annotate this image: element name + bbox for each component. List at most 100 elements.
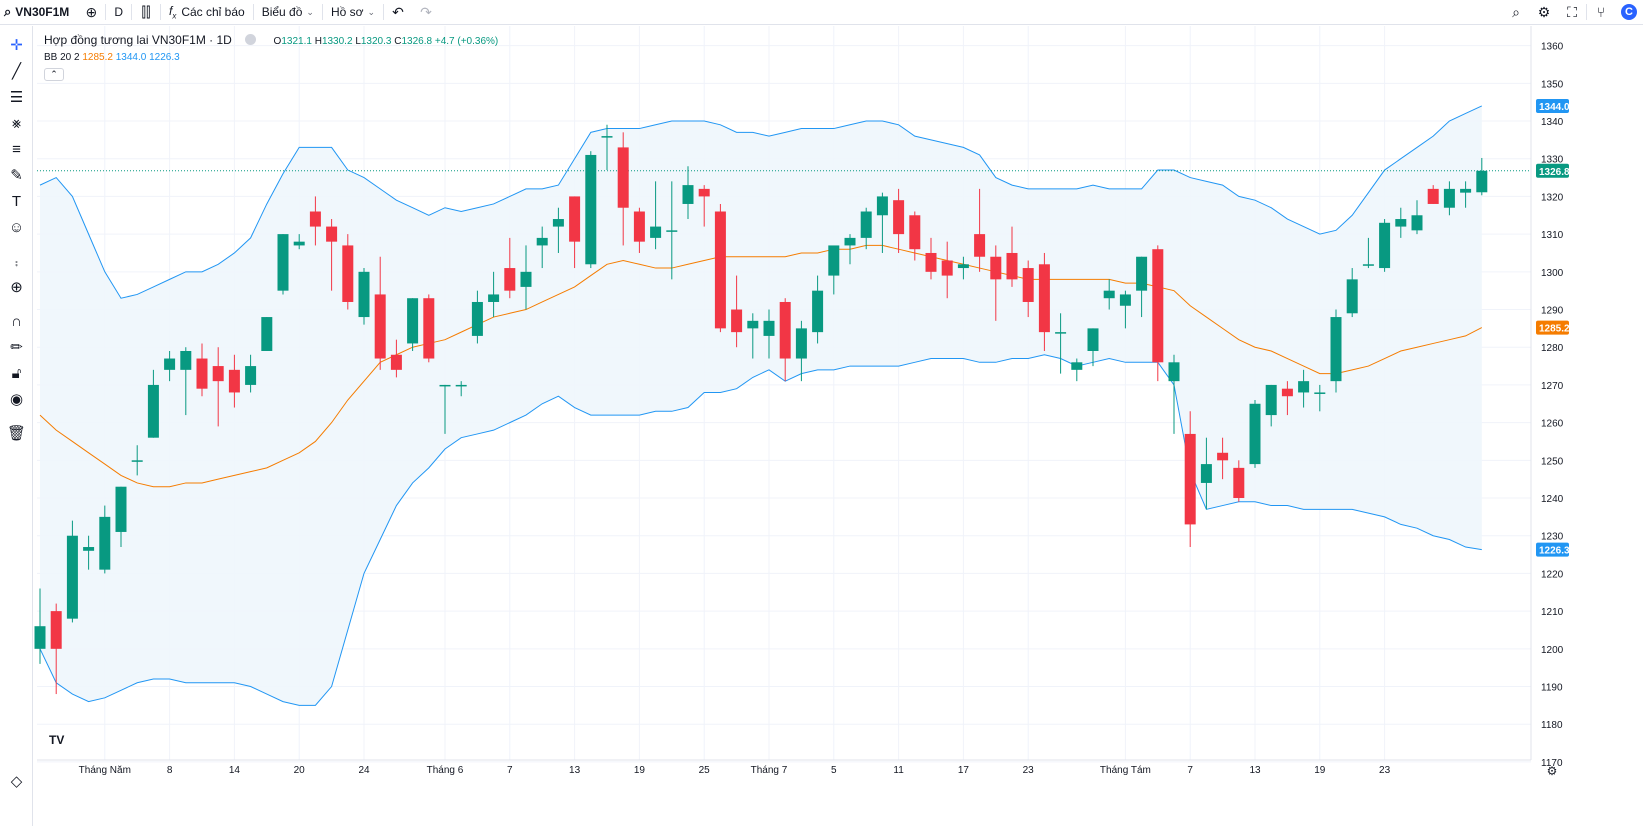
- settings-gear-icon[interactable]: ⚙: [1537, 3, 1551, 20]
- price-tick-label: 1300: [1541, 268, 1564, 279]
- time-tick-label: 13: [569, 765, 581, 776]
- share-icon[interactable]: ⑂: [1596, 4, 1606, 20]
- time-tick-label: 5: [831, 765, 837, 776]
- series-legend[interactable]: Hợp đồng tương lai VN30F1M · 1D O1321.1 …: [44, 33, 498, 47]
- candle-body: [1298, 381, 1310, 393]
- time-tick-label: Tháng Năm: [79, 765, 131, 776]
- chart-menu-button[interactable]: Biểu đồ ⌄: [254, 0, 322, 25]
- time-tick-label: 19: [634, 765, 646, 776]
- price-tick-label: 1220: [1541, 569, 1564, 580]
- price-tick-label: 1290: [1541, 306, 1564, 317]
- candle-body: [941, 260, 953, 276]
- lock-icon[interactable]: 🔓︎: [11, 364, 22, 382]
- ohlc-values: O1321.1 H1330.2 L1320.3 C1326.8 +4.7 (+0…: [274, 36, 499, 47]
- undo-icon[interactable]: ↶: [392, 3, 404, 20]
- quick-search-icon[interactable]: ⌕: [1512, 3, 1520, 20]
- ruler-icon[interactable]: ⨾: [14, 252, 18, 270]
- magnet-icon[interactable]: ∩: [11, 312, 22, 330]
- emoji-icon[interactable]: ☺: [8, 218, 25, 236]
- price-tick-label: 1330: [1541, 155, 1564, 166]
- price-tag-label: 1344.0: [1539, 102, 1570, 113]
- chart-menu-label: Biểu đồ: [261, 5, 303, 19]
- time-axis[interactable]: Tháng Năm 8 14 20 24 Tháng 6 7 13 19 25 Tháng 7 5 11…: [37, 759, 1558, 778]
- price-tick-label: 1270: [1541, 381, 1564, 392]
- price-tag: [1536, 98, 1569, 113]
- brush-icon[interactable]: ✎: [10, 167, 23, 184]
- indicator-legend[interactable]: BB 20 2 1285.2 1344.0 1226.3: [44, 52, 180, 63]
- price-tick-label: 1210: [1541, 607, 1564, 618]
- fullscreen-icon[interactable]: ⛶: [1567, 3, 1577, 20]
- collapse-legend-button[interactable]: ⌃: [44, 68, 64, 81]
- price-tick-label: 1190: [1541, 683, 1563, 694]
- symbol-search[interactable]: ⌕ VN30F1M: [0, 0, 77, 25]
- indicators-button[interactable]: fx Các chỉ báo: [161, 0, 253, 25]
- price-tick-label: 1320: [1541, 192, 1564, 203]
- time-tick-label: 8: [167, 765, 173, 776]
- candle-body: [747, 320, 759, 329]
- candle-body: [633, 211, 645, 242]
- candle-body: [131, 460, 143, 462]
- low-value: 1320.3: [360, 36, 392, 47]
- price-tag-label: 1285.2: [1539, 324, 1570, 335]
- text-tool-icon[interactable]: T: [11, 192, 22, 210]
- drawing-toolbar: ✛ ╱ ☰ ⨳ ≡ ✎ T ☺ ⨾ ⊕ ∩ ✏ 🔓︎ ◉ 🗑︎ ◇: [0, 26, 33, 826]
- lock-drawing-icon[interactable]: ✏: [10, 339, 23, 356]
- toolbar-divider: [321, 4, 323, 20]
- candle-body: [876, 196, 888, 216]
- zoom-in-icon[interactable]: ⊕: [10, 279, 23, 296]
- time-tick-label: 24: [358, 765, 370, 776]
- redo-icon[interactable]: ↷: [420, 3, 432, 20]
- trash-icon[interactable]: 🗑︎: [6, 425, 27, 442]
- time-tick-label: 17: [958, 765, 970, 776]
- candle-body: [1006, 252, 1018, 280]
- price-axis[interactable]: 1170 1180 1190 1200 1210 1220 1230 1240 1250 1260…: [1530, 26, 1643, 769]
- candle-body: [1460, 188, 1472, 193]
- candle-body: [1362, 264, 1374, 266]
- candle-body: [601, 136, 613, 138]
- interval-button[interactable]: D: [114, 5, 123, 19]
- pattern-tool-icon[interactable]: ⨳: [11, 114, 22, 132]
- profile-menu-button[interactable]: Hồ sơ ⌄: [323, 0, 383, 25]
- indicators-label: Các chỉ báo: [181, 5, 245, 19]
- price-tick-label: 1350: [1541, 79, 1564, 90]
- candle-style-icon[interactable]: ⫿⫿: [141, 3, 151, 20]
- axis-settings-gear-icon[interactable]: ⚙: [1547, 764, 1558, 778]
- candle-body: [828, 245, 840, 276]
- candle-body: [1265, 384, 1277, 416]
- candle-body: [1103, 290, 1115, 299]
- toolbar-divider: [130, 4, 132, 20]
- horizontal-lines-icon[interactable]: ☰: [9, 89, 24, 106]
- price-tick-label: 1230: [1541, 532, 1564, 543]
- candle-body: [66, 535, 78, 619]
- candle-body: [309, 211, 321, 227]
- trend-line-icon[interactable]: ╱: [11, 63, 22, 80]
- candlesticks: [34, 124, 1488, 695]
- candle-body: [909, 215, 921, 250]
- eye-icon[interactable]: ◉: [9, 391, 24, 408]
- bb-upper-line: [39, 105, 1483, 299]
- tradingview-logo-icon: TV: [49, 733, 65, 747]
- candle-body: [552, 219, 564, 227]
- candle-body: [293, 241, 305, 246]
- time-tick-label: 25: [699, 765, 711, 776]
- layers-icon[interactable]: ◇: [10, 773, 23, 790]
- top-toolbar: ⌕ VN30F1M ⊕ D ⫿⫿ fx Các chỉ báo Biểu đồ …: [0, 0, 1643, 25]
- candle-body: [1346, 279, 1358, 314]
- candle-body: [1233, 467, 1245, 499]
- time-tick-label: 7: [1187, 765, 1193, 776]
- brand-logo-icon[interactable]: C: [1615, 0, 1643, 25]
- candle-body: [812, 290, 824, 333]
- candle-body: [1217, 452, 1229, 461]
- price-tag: [1536, 542, 1569, 557]
- low-label: L: [355, 36, 361, 47]
- compare-add-icon[interactable]: ⊕: [85, 3, 98, 20]
- candle-body: [1152, 249, 1164, 363]
- crosshair-icon[interactable]: ✛: [10, 37, 23, 54]
- time-tick-label: 19: [1314, 765, 1326, 776]
- fib-retracement-icon[interactable]: ≡: [12, 140, 21, 158]
- candle-body: [925, 252, 937, 272]
- symbol-name: VN30F1M: [15, 5, 70, 19]
- candle-body: [326, 226, 338, 242]
- candle-body: [1055, 332, 1067, 334]
